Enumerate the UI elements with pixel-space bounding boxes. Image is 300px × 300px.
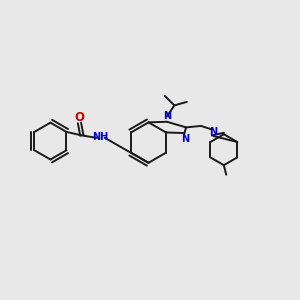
Text: N: N <box>163 111 171 122</box>
Text: N: N <box>209 128 217 137</box>
Text: N: N <box>182 134 190 144</box>
Text: NH: NH <box>92 132 108 142</box>
Text: O: O <box>74 111 85 124</box>
